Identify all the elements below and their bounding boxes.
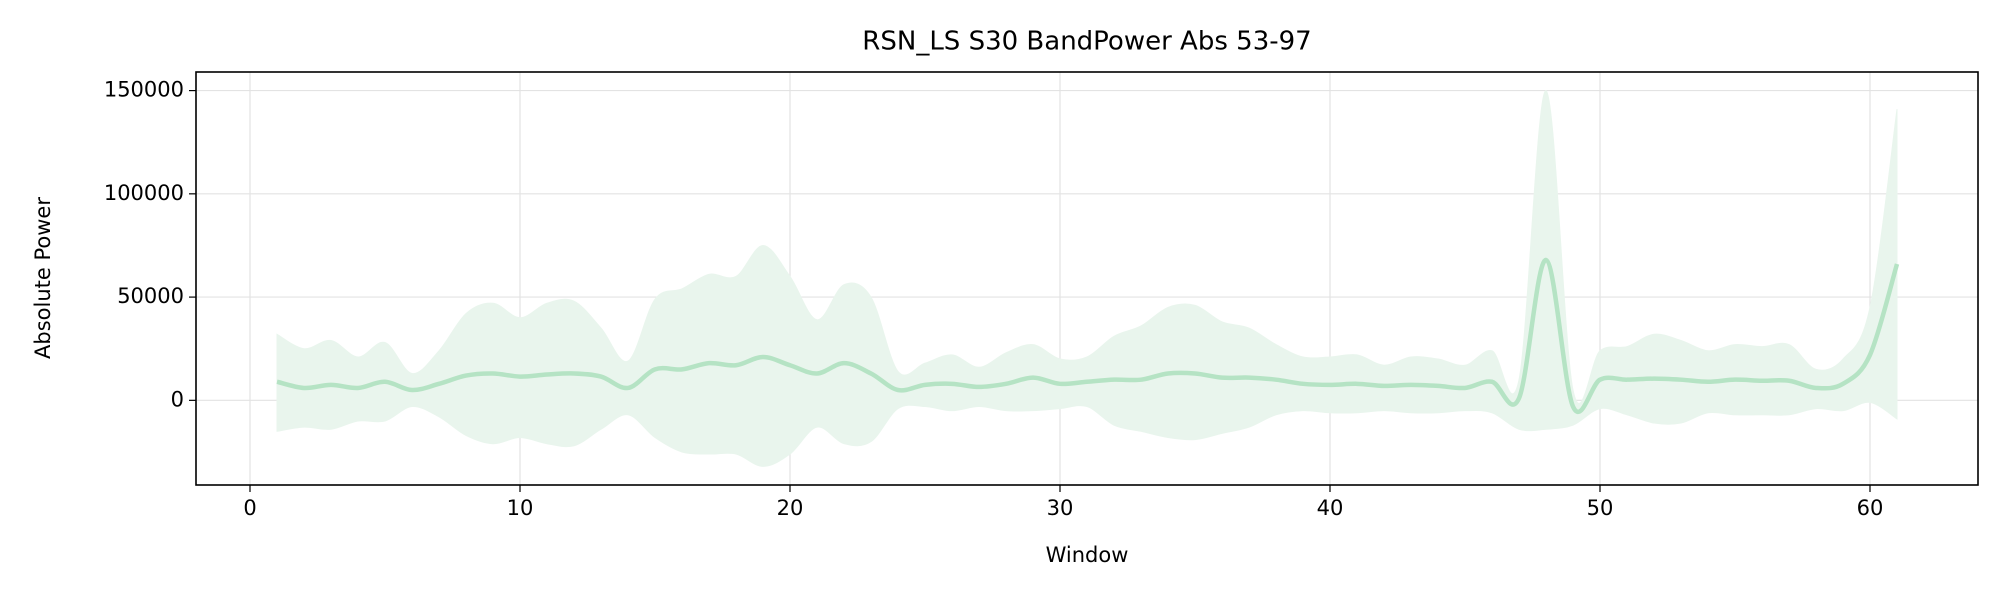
x-axis-label: Window	[1046, 543, 1129, 567]
x-tick-label: 20	[777, 496, 804, 520]
y-tick-label: 150000	[104, 78, 184, 102]
x-tick-label: 0	[243, 496, 256, 520]
y-axis-label: Absolute Power	[31, 197, 55, 359]
y-tick-label: 50000	[117, 284, 184, 308]
y-tick-label: 0	[171, 387, 184, 411]
line	[276, 257, 1900, 414]
chart-title: RSN_LS S30 BandPower Abs 53-97	[862, 27, 1311, 57]
x-tick-label: 10	[507, 496, 534, 520]
x-tick-label: 30	[1047, 496, 1074, 520]
x-tick-label: 60	[1857, 496, 1884, 520]
band	[276, 90, 1898, 467]
plot-frame	[195, 71, 1979, 486]
y-tick-label: 100000	[104, 181, 184, 205]
x-tick-label: 50	[1587, 496, 1614, 520]
x-tick-label: 40	[1317, 496, 1344, 520]
